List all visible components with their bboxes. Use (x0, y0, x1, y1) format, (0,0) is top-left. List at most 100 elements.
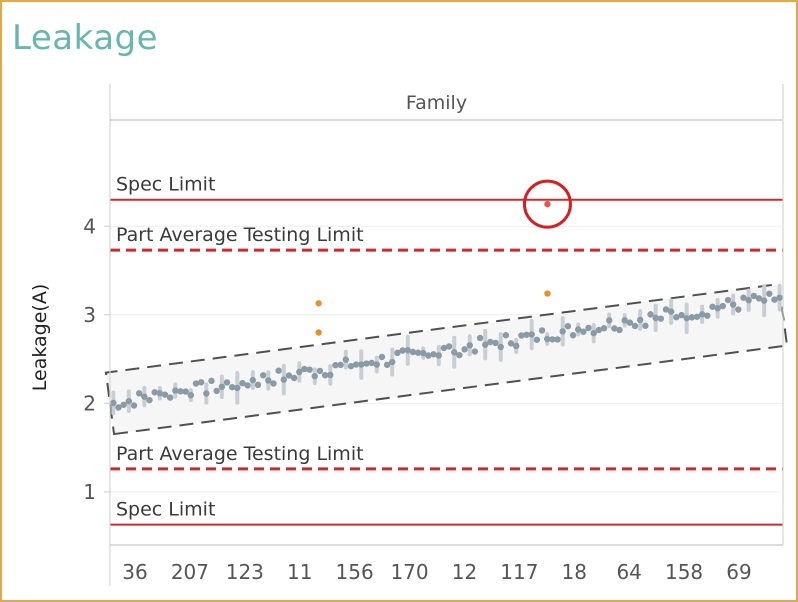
data-point (275, 367, 282, 374)
y-tick-label: 3 (83, 303, 96, 327)
y-tick-label: 1 (83, 480, 96, 504)
data-point (425, 352, 432, 359)
data-point (626, 319, 634, 326)
data-point (688, 314, 696, 321)
data-point (657, 315, 665, 322)
data-point (482, 341, 489, 348)
data-point (569, 332, 577, 339)
data-point (223, 379, 231, 386)
data-point (141, 393, 148, 400)
data-point (776, 294, 783, 301)
data-point (735, 306, 742, 313)
data-point (466, 342, 473, 349)
data-point (177, 388, 184, 395)
spec-limit-label: Spec Limit (116, 174, 215, 196)
data-point (502, 332, 510, 339)
spec-limit-label: Spec Limit (116, 499, 215, 521)
outlier-point (544, 290, 551, 297)
data-point (311, 372, 318, 380)
data-point (265, 377, 272, 384)
x-tick-label: 64 (616, 560, 641, 584)
data-point (394, 349, 401, 357)
data-point (445, 343, 453, 350)
x-tick-label: 158 (665, 560, 703, 584)
data-point (151, 389, 158, 396)
data-point (513, 342, 520, 350)
data-point (487, 338, 494, 346)
data-point (719, 302, 727, 310)
data-point (662, 306, 670, 313)
data-point (280, 376, 288, 383)
data-point (492, 339, 499, 347)
data-point (766, 290, 773, 297)
data-point (456, 351, 463, 359)
data-point (667, 308, 675, 315)
data-point (533, 336, 541, 343)
data-point (647, 311, 654, 318)
data-point (166, 394, 174, 401)
outlier-point (315, 300, 322, 307)
data-point (420, 349, 427, 357)
data-point (631, 322, 639, 330)
data-point (337, 361, 344, 369)
data-point (259, 372, 267, 379)
y-axis-title: Leakage(A) (29, 284, 51, 391)
data-point (554, 336, 561, 343)
data-point (156, 390, 164, 397)
data-point (724, 296, 732, 304)
data-point (192, 380, 200, 387)
data-point (471, 348, 479, 355)
data-point (130, 402, 138, 409)
data-point (760, 297, 768, 304)
data-point (161, 391, 169, 398)
data-point (435, 352, 442, 359)
data-point (187, 391, 195, 399)
data-point (693, 313, 701, 320)
x-tick-label: 123 (226, 560, 264, 584)
data-point (146, 396, 153, 404)
data-point (316, 367, 324, 375)
data-point (729, 301, 737, 308)
outlier-point (544, 200, 551, 208)
data-point (580, 328, 587, 335)
pat-limit-label: Part Average Testing Limit (116, 224, 364, 246)
reference-lines-layer: Spec Limit Part Average Testing Limit Part… (110, 174, 783, 526)
panel-header-family: Family (406, 92, 467, 114)
trend-band-layer (104, 282, 789, 436)
data-point (595, 326, 603, 334)
data-point (213, 387, 220, 395)
data-point (518, 332, 525, 339)
data-point (714, 305, 721, 312)
trend-band-outline (104, 282, 789, 436)
data-point (172, 387, 179, 394)
data-point (301, 365, 308, 373)
data-point (358, 361, 365, 368)
data-point (306, 366, 313, 373)
x-tick-label: 207 (171, 560, 209, 584)
data-point (203, 390, 210, 397)
data-point (440, 344, 448, 352)
x-tick-label: 170 (390, 560, 428, 584)
data-point (600, 325, 608, 332)
data-point (523, 331, 530, 338)
data-point (414, 349, 422, 356)
data-point (476, 334, 484, 342)
data-point (430, 351, 437, 358)
data-point (363, 360, 370, 367)
data-point (544, 335, 551, 343)
pat-limit-label: Part Average Testing Limit (116, 443, 364, 465)
data-point (327, 371, 334, 379)
data-point (461, 346, 468, 353)
data-point (296, 368, 303, 376)
data-point (244, 382, 251, 389)
x-tick-label: 18 (562, 560, 587, 584)
data-point (538, 327, 546, 334)
data-point (528, 331, 535, 338)
highlight-circle (522, 179, 572, 229)
x-tick-label: 117 (500, 560, 538, 584)
y-tick-label: 2 (83, 391, 96, 415)
data-point (616, 326, 623, 334)
data-point (218, 383, 226, 391)
data-point (740, 294, 747, 301)
